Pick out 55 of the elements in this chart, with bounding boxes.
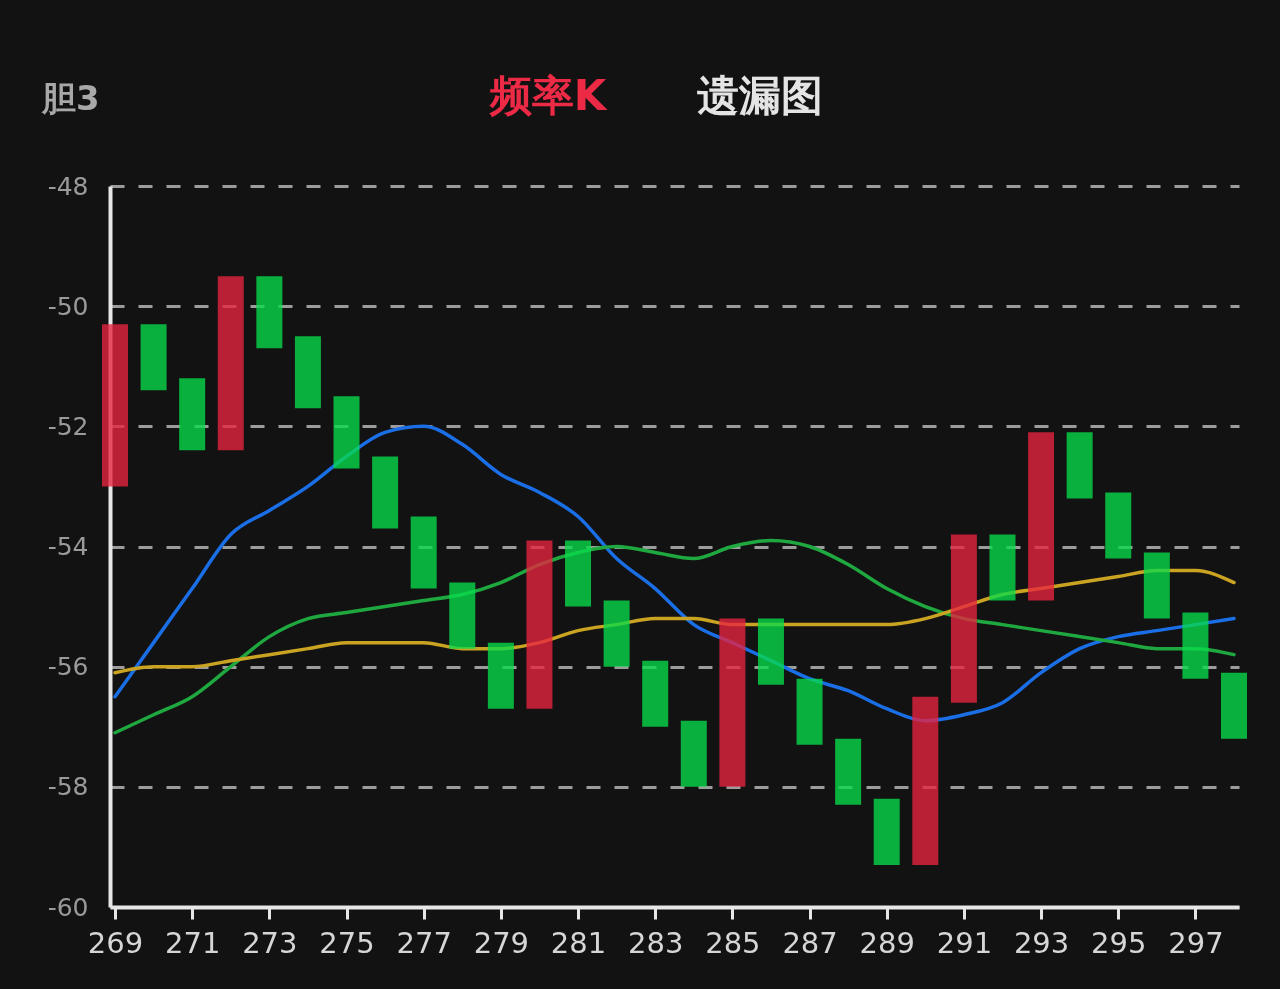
candlestick <box>1105 492 1132 559</box>
x-tick-label: 275 <box>319 925 375 960</box>
x-tick-label: 293 <box>1013 925 1070 960</box>
x-tick-label: 295 <box>1091 925 1147 960</box>
candlestick <box>642 660 669 727</box>
candlestick <box>256 276 283 349</box>
x-tick-label: 271 <box>164 925 221 960</box>
candlestick <box>526 540 553 709</box>
candlestick <box>603 600 630 667</box>
candlestick <box>449 582 476 649</box>
candlestick <box>1143 552 1170 619</box>
candlestick <box>796 678 823 745</box>
x-tick-label: 273 <box>242 925 298 960</box>
candlestick <box>333 396 360 469</box>
x-tick-label: 287 <box>782 925 838 960</box>
candlestick <box>989 534 1016 601</box>
x-tick-label: 279 <box>473 925 530 960</box>
candlestick <box>1221 672 1247 739</box>
candlestick <box>1066 432 1093 499</box>
x-tick-label: 269 <box>87 925 144 960</box>
candlestick <box>487 642 514 709</box>
x-tick-label: 281 <box>550 925 607 960</box>
x-tick-label: 289 <box>859 925 915 960</box>
candlestick <box>680 720 707 787</box>
candlestick <box>1028 432 1055 601</box>
candlestick <box>757 618 784 685</box>
candlestick <box>565 540 592 607</box>
y-tick-label: -56 <box>47 652 89 682</box>
x-tick-label: 285 <box>705 925 761 960</box>
x-tick-label: 283 <box>628 925 684 960</box>
candlestick <box>102 324 128 487</box>
x-tick-label: 291 <box>936 925 993 960</box>
candlestick <box>372 456 399 529</box>
text: 遗漏图 <box>697 71 823 120</box>
candlestick <box>873 798 900 865</box>
chart-title: 胆3 <box>41 78 100 118</box>
candlestick <box>835 738 862 805</box>
y-tick-label: -54 <box>47 532 89 561</box>
y-tick-label: -60 <box>47 892 89 922</box>
candlestick <box>140 324 167 391</box>
candlestick <box>719 618 746 787</box>
candlestick <box>1182 612 1209 679</box>
candlestick <box>179 378 206 451</box>
x-tick-label: 297 <box>1168 925 1224 960</box>
candlestick <box>217 276 244 451</box>
y-tick-label: -48 <box>47 171 89 201</box>
candlestick <box>950 534 977 703</box>
y-tick-label: -50 <box>47 291 89 321</box>
candlestick <box>294 336 321 409</box>
candlestick <box>912 696 939 865</box>
y-tick-label: -58 <box>47 772 89 802</box>
candlestick <box>410 516 437 589</box>
y-tick-label: -52 <box>47 411 89 441</box>
x-tick-label: 277 <box>396 925 452 960</box>
text: 频率K <box>488 71 608 120</box>
